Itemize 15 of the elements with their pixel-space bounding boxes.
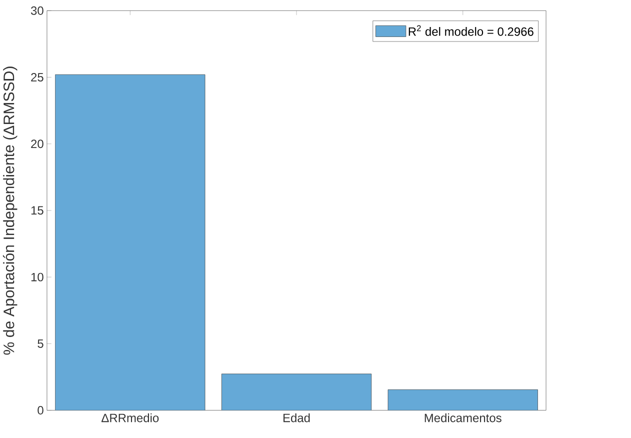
y-tick-label: 5 (38, 340, 44, 348)
y-tick-label: 15 (31, 206, 44, 215)
y-axis-title: % de Aportación Independiente (ΔRMSSD) (2, 66, 18, 355)
x-tick-label: Medicamentos (424, 413, 502, 422)
x-tick-label: Edad (283, 413, 310, 422)
y-tick-label: 10 (31, 272, 44, 282)
y-tick-label: 30 (30, 6, 44, 15)
legend-label: R$^{2}$ del modelo = 0.2966 (408, 25, 534, 36)
bar (55, 74, 206, 410)
y-tick-label: 20 (31, 140, 44, 148)
x-tick-label: ΔRRmedio (102, 413, 159, 422)
bar (388, 390, 538, 410)
bar (222, 374, 372, 410)
y-tick-label: 25 (31, 73, 44, 82)
y-tick-label: 0 (38, 406, 44, 415)
